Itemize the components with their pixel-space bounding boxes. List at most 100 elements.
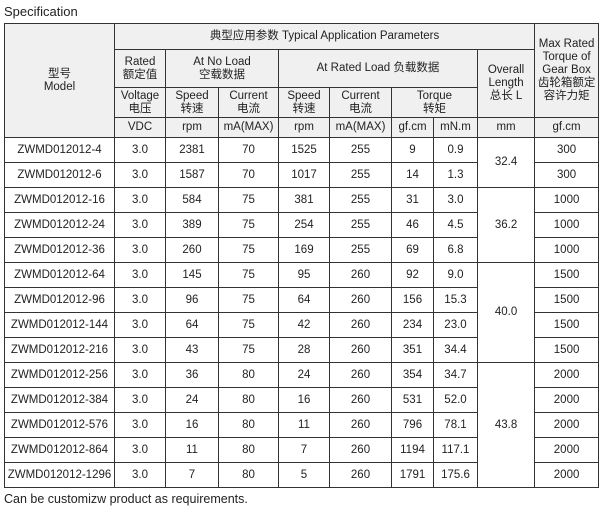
value-cell: 2000 — [534, 462, 600, 488]
table-row: ZWMD012012-144 3.0 64 75 42 260 234 23.0 1500 — [4, 312, 600, 338]
value-cell: 1194 — [391, 437, 434, 463]
value-cell: 1000 — [534, 212, 600, 238]
value-cell: 260 — [329, 462, 392, 488]
header-row: Rated 额定值 At No Load 空载数据 At Rated Load 负载数据… — [5, 49, 599, 118]
value-cell: 1500 — [534, 312, 600, 338]
rated-header: Rated 额定值 — [114, 49, 166, 88]
value-cell: 2000 — [534, 387, 600, 413]
model-cell: ZWMD012012-96 — [4, 287, 115, 313]
rated-load-header: At Rated Load 负载数据 — [278, 49, 478, 88]
value-cell: 6.8 — [433, 237, 478, 263]
value-cell: 3.0 — [114, 287, 166, 313]
value-cell: 260 — [329, 387, 392, 413]
overall-length-header: Overall Length 总长 L — [476, 49, 536, 118]
rated-current-header: Current 电流 — [329, 87, 392, 118]
value-cell: 34.4 — [433, 337, 478, 363]
header-row: Voltage 电压 Speed 转速 Current 电流 Speed 转速 Current 电… — [5, 87, 599, 118]
unit-cell: mN.m — [433, 117, 478, 138]
table-row: ZWMD012012-576 3.0 16 80 11 260 796 78.1 2000 — [4, 412, 600, 438]
value-cell: 9.0 — [433, 262, 478, 288]
value-cell: 3.0 — [114, 212, 166, 238]
value-cell: 117.1 — [433, 437, 478, 463]
value-cell: 75 — [218, 187, 279, 213]
overall-length-cell: 36.2 — [476, 187, 536, 263]
value-cell: 80 — [218, 412, 279, 438]
unit-cell: mA(MAX) — [329, 117, 392, 138]
model-cell: ZWMD012012-6 — [4, 162, 115, 188]
value-cell: 4.5 — [433, 212, 478, 238]
value-cell: 354 — [391, 362, 434, 388]
model-cell: ZWMD012012-1296 — [4, 462, 115, 488]
value-cell: 7 — [278, 437, 330, 463]
model-cell: ZWMD012012-216 — [4, 337, 115, 363]
value-cell: 11 — [165, 437, 219, 463]
overall-length-cell: 32.4 — [476, 137, 536, 188]
value-cell: 381 — [278, 187, 330, 213]
value-cell: 24 — [278, 362, 330, 388]
table-row: ZWMD012012-6 3.0 1587 70 1017 255 14 1.3 300 — [4, 162, 600, 188]
value-cell: 3.0 — [114, 412, 166, 438]
max-torque-header: Max Rated Torque of Gear Box 齿轮箱额定 容许力矩 — [534, 23, 600, 118]
value-cell: 300 — [534, 162, 600, 188]
table-row: ZWMD012012-1296 3.0 7 80 5 260 1791 175.6 2000 — [4, 462, 600, 488]
model-cell: ZWMD012012-4 — [4, 137, 115, 163]
value-cell: 2000 — [534, 412, 600, 438]
model-cell: ZWMD012012-384 — [4, 387, 115, 413]
value-cell: 531 — [391, 387, 434, 413]
specification-table: 型号 Model 典型应用参数 Typical Application Parame… — [4, 23, 600, 488]
value-cell: 75 — [218, 262, 279, 288]
value-cell: 2000 — [534, 437, 600, 463]
value-cell: 24 — [165, 387, 219, 413]
no-load-header: At No Load 空载数据 — [165, 49, 279, 88]
model-cell: ZWMD012012-64 — [4, 262, 115, 288]
value-cell: 3.0 — [114, 162, 166, 188]
value-cell: 7 — [165, 462, 219, 488]
table-row: ZWMD012012-864 3.0 11 80 7 260 1194 117.1 2000 — [4, 437, 600, 463]
value-cell: 75 — [218, 287, 279, 313]
value-cell: 260 — [329, 312, 392, 338]
value-cell: 584 — [165, 187, 219, 213]
value-cell: 260 — [329, 437, 392, 463]
value-cell: 796 — [391, 412, 434, 438]
value-cell: 145 — [165, 262, 219, 288]
value-cell: 2381 — [165, 137, 219, 163]
value-cell: 80 — [218, 437, 279, 463]
header-row: 型号 Model 典型应用参数 Typical Application Parame… — [4, 23, 600, 138]
value-cell: 16 — [165, 412, 219, 438]
value-cell: 3.0 — [114, 137, 166, 163]
value-cell: 1000 — [534, 237, 600, 263]
value-cell: 300 — [534, 137, 600, 163]
value-cell: 260 — [329, 412, 392, 438]
value-cell: 43 — [165, 337, 219, 363]
value-cell: 78.1 — [433, 412, 478, 438]
typical-parameters-header: 典型应用参数 Typical Application Parameters — [113, 23, 536, 50]
no-load-current-header: Current 电流 — [218, 87, 279, 118]
value-cell: 75 — [218, 337, 279, 363]
value-cell: 36 — [165, 362, 219, 388]
value-cell: 2000 — [534, 362, 600, 388]
value-cell: 156 — [391, 287, 434, 313]
header-row: VDC rpm mA(MAX) rpm mA(MAX) gf.cm mN.m mm gf.cm — [5, 117, 600, 138]
value-cell: 254 — [278, 212, 330, 238]
value-cell: 70 — [218, 137, 279, 163]
value-cell: 1500 — [534, 337, 600, 363]
unit-cell: gf.cm — [391, 117, 434, 138]
value-cell: 3.0 — [433, 187, 478, 213]
value-cell: 260 — [329, 262, 392, 288]
value-cell: 80 — [218, 362, 279, 388]
table-row: ZWMD012012-216 3.0 43 75 28 260 351 34.4 1500 — [4, 337, 600, 363]
table-row: ZWMD012012-24 3.0 389 75 254 255 46 4.5 1000 — [4, 212, 600, 238]
value-cell: 3.0 — [114, 462, 166, 488]
value-cell: 95 — [278, 262, 330, 288]
no-load-speed-header: Speed 转速 — [165, 87, 219, 118]
value-cell: 3.0 — [114, 362, 166, 388]
value-cell: 1500 — [534, 287, 600, 313]
value-cell: 169 — [278, 237, 330, 263]
value-cell: 28 — [278, 337, 330, 363]
table-row: ZWMD012012-4 3.0 2381 70 1525 255 9 0.9 32.4 300 — [4, 137, 600, 188]
value-cell: 75 — [218, 312, 279, 338]
value-cell: 15.3 — [433, 287, 478, 313]
value-cell: 3.0 — [114, 337, 166, 363]
rated-speed-header: Speed 转速 — [278, 87, 330, 118]
value-cell: 9 — [391, 137, 434, 163]
